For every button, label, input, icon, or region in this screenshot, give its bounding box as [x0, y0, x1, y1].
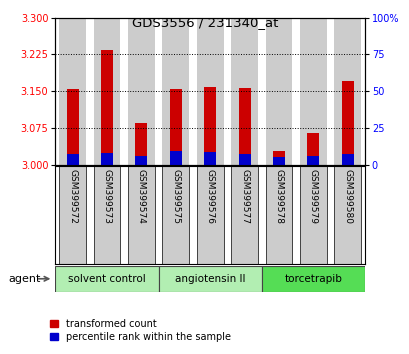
- Bar: [169, 89, 181, 165]
- Bar: [231, 166, 257, 264]
- Bar: [162, 166, 189, 264]
- Bar: [299, 18, 326, 165]
- Text: GSM399572: GSM399572: [68, 169, 77, 224]
- Text: GDS3556 / 231340_at: GDS3556 / 231340_at: [131, 16, 278, 29]
- Text: solvent control: solvent control: [68, 274, 146, 284]
- Bar: [101, 153, 113, 165]
- Bar: [299, 166, 326, 264]
- Bar: [272, 157, 284, 165]
- Bar: [59, 18, 86, 165]
- Bar: [93, 18, 120, 165]
- Text: GSM399579: GSM399579: [308, 169, 317, 224]
- Bar: [204, 87, 216, 165]
- Bar: [59, 166, 86, 264]
- Bar: [93, 166, 120, 264]
- Bar: [306, 156, 319, 165]
- Text: agent: agent: [8, 274, 40, 284]
- Bar: [158, 266, 261, 292]
- Bar: [238, 154, 250, 165]
- Bar: [306, 133, 319, 165]
- Text: torcetrapib: torcetrapib: [284, 274, 342, 284]
- Text: GSM399575: GSM399575: [171, 169, 180, 224]
- Legend: transformed count, percentile rank within the sample: transformed count, percentile rank withi…: [50, 319, 230, 342]
- Text: GSM399574: GSM399574: [137, 169, 146, 224]
- Bar: [265, 166, 292, 264]
- Bar: [55, 266, 158, 292]
- Text: GSM399580: GSM399580: [342, 169, 351, 224]
- Bar: [265, 18, 292, 165]
- Bar: [169, 152, 181, 165]
- Text: GSM399577: GSM399577: [239, 169, 248, 224]
- Bar: [101, 50, 113, 165]
- Text: GSM399573: GSM399573: [102, 169, 111, 224]
- Bar: [204, 152, 216, 165]
- Bar: [66, 154, 79, 165]
- Bar: [261, 266, 364, 292]
- Bar: [272, 151, 284, 165]
- Bar: [231, 18, 257, 165]
- Bar: [341, 154, 353, 165]
- Bar: [341, 81, 353, 165]
- Bar: [162, 18, 189, 165]
- Bar: [66, 89, 79, 165]
- Text: GSM399576: GSM399576: [205, 169, 214, 224]
- Bar: [238, 88, 250, 165]
- Text: GSM399578: GSM399578: [274, 169, 283, 224]
- Bar: [135, 123, 147, 165]
- Bar: [128, 18, 154, 165]
- Bar: [333, 166, 360, 264]
- Text: angiotensin II: angiotensin II: [175, 274, 245, 284]
- Bar: [135, 156, 147, 165]
- Bar: [333, 18, 360, 165]
- Bar: [196, 18, 223, 165]
- Bar: [128, 166, 154, 264]
- Bar: [196, 166, 223, 264]
